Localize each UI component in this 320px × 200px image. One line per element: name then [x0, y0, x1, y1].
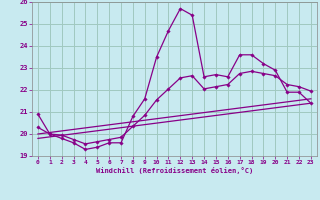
X-axis label: Windchill (Refroidissement éolien,°C): Windchill (Refroidissement éolien,°C)	[96, 167, 253, 174]
